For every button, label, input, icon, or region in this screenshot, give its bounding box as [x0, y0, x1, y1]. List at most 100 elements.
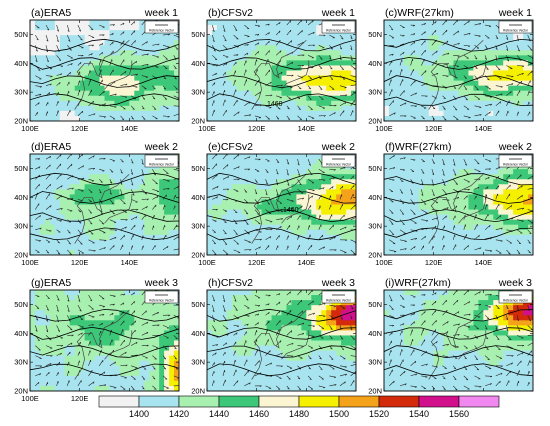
field-cell [216, 184, 223, 190]
wind-arrow [88, 113, 96, 117]
field-cell [261, 25, 267, 31]
field-cell [207, 244, 213, 251]
field-cell [129, 45, 135, 51]
field-cell [79, 40, 86, 46]
field-cell [139, 224, 145, 231]
field-cell [30, 100, 36, 107]
field-cell [276, 70, 282, 76]
field-cell [393, 199, 400, 205]
field-cell [64, 65, 71, 71]
field-cell [384, 90, 390, 97]
field-cell [261, 219, 267, 226]
field-cell [129, 100, 135, 107]
field-cell [423, 115, 430, 121]
field-cell [114, 199, 120, 205]
field-cell [413, 60, 420, 66]
field-cell [408, 199, 415, 205]
field-cell [438, 179, 444, 185]
field-cell [39, 40, 46, 46]
field-cell [69, 95, 76, 102]
field-cell [84, 249, 90, 255]
field-cell [30, 229, 36, 236]
field-cell [276, 50, 282, 56]
field-cell [59, 65, 66, 71]
field-cell [54, 159, 61, 165]
field-cell [221, 229, 228, 236]
field-cell [458, 184, 464, 190]
wind-arrow [45, 183, 51, 190]
field-cell [393, 70, 400, 76]
wind-arrow [152, 95, 156, 100]
wind-arrow [442, 52, 450, 56]
field-cell [443, 164, 449, 170]
x-tick-label: 140E [475, 124, 493, 133]
height-field [207, 154, 356, 255]
field-cell [413, 194, 420, 200]
field-cell [231, 60, 238, 66]
field-cell [498, 110, 504, 117]
field-cell [331, 239, 337, 246]
field-cell [30, 184, 36, 190]
field-cell [246, 224, 253, 231]
field-cell [261, 204, 267, 210]
wind-arrow [474, 85, 479, 91]
wind-arrow [307, 234, 311, 240]
field-cell [44, 219, 51, 226]
field-cell [433, 65, 440, 71]
wind-arrow-head [286, 173, 289, 176]
field-cell [154, 65, 160, 71]
field-cell [463, 50, 469, 56]
field-cell [468, 179, 474, 185]
field-cell [473, 30, 479, 36]
field-cell [281, 70, 287, 76]
field-cell [241, 219, 248, 226]
wind-arrow [67, 55, 73, 59]
field-cell [69, 75, 76, 81]
field-cell [119, 80, 125, 87]
field-cell [276, 40, 282, 46]
field-cell [174, 234, 179, 241]
wind-arrow [254, 42, 259, 46]
field-cell [266, 229, 272, 236]
field-cell [518, 189, 524, 195]
field-cell [94, 244, 100, 251]
field-cell [44, 115, 51, 121]
field-cell [306, 30, 312, 36]
field-cell [241, 30, 248, 36]
field-cell [418, 60, 425, 66]
wind-arrow [212, 100, 215, 106]
field-cell [443, 189, 449, 195]
field-cell [159, 50, 165, 56]
field-cell [271, 234, 277, 241]
field-cell [393, 45, 400, 51]
wind-arrow [173, 95, 179, 99]
field-cell [34, 199, 41, 205]
field-cell [124, 70, 130, 76]
wind-arrow [318, 205, 321, 210]
field-cell [301, 90, 307, 97]
field-cell [271, 20, 277, 26]
field-cell [139, 214, 145, 221]
field-cell [246, 189, 253, 195]
field-cell [271, 110, 277, 117]
field-cell [34, 85, 41, 92]
field-cell [59, 239, 66, 246]
field-cell [44, 85, 51, 92]
field-cell [528, 169, 533, 175]
field-cell [256, 55, 263, 61]
field-cell [388, 110, 395, 117]
field-cell [488, 100, 494, 107]
field-cell [291, 244, 297, 251]
field-cell [59, 85, 66, 92]
field-cell [523, 65, 529, 71]
wind-arrow [162, 194, 167, 200]
field-cell [276, 229, 282, 236]
field-cell [109, 189, 115, 195]
field-cell [84, 184, 90, 190]
wind-arrow-head [144, 193, 147, 195]
field-cell [251, 159, 258, 165]
wind-arrow-head [223, 30, 226, 32]
field-cell [493, 45, 499, 51]
field-cell [129, 90, 135, 97]
